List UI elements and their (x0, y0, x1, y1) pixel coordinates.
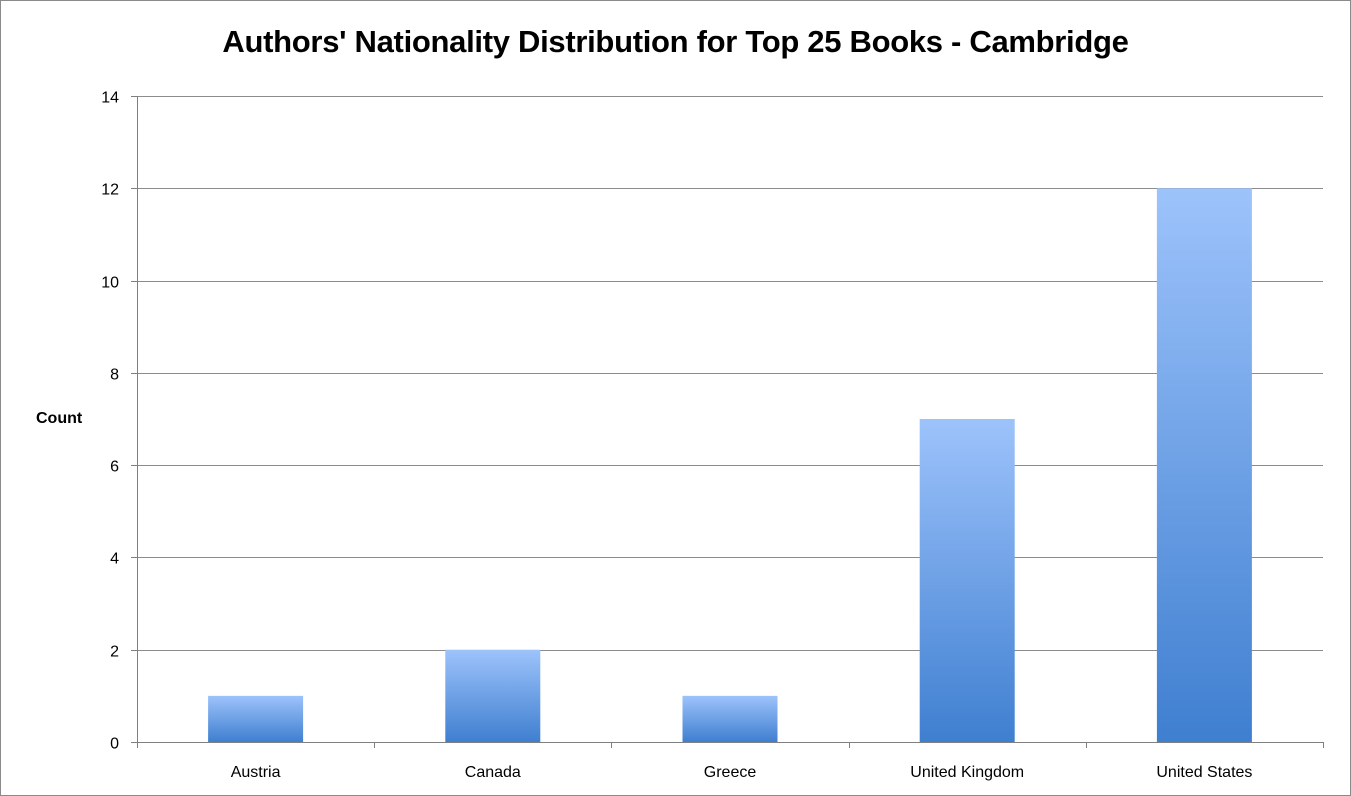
y-tick-label: 10 (101, 275, 119, 292)
y-tick-label: 8 (110, 367, 119, 384)
x-tick-label: United Kingdom (910, 764, 1024, 781)
x-tick-label: Canada (465, 764, 521, 781)
x-tick-label: United States (1156, 764, 1252, 781)
bar-united-kingdom (919, 419, 1015, 742)
bar-united-states (1156, 188, 1252, 743)
chart-title: Authors' Nationality Distribution for To… (222, 24, 1129, 59)
bar-canada (445, 649, 541, 742)
y-tick-label: 12 (101, 182, 119, 199)
y-tick-label: 2 (110, 644, 119, 661)
y-tick-label: 4 (110, 551, 119, 568)
x-tick-label: Austria (231, 764, 281, 781)
bar-austria (208, 695, 304, 742)
x-tick-label: Greece (704, 764, 757, 781)
y-tick-label: 14 (101, 90, 119, 107)
bar-greece (682, 695, 778, 742)
grid-lines (137, 96, 1323, 651)
tick-labels: 0 2 4 6 8 10 12 14 Austria Canada Greece United Kin… (101, 90, 1252, 782)
y-tick-label: 0 (110, 736, 119, 753)
y-axis-label: Count (36, 410, 83, 427)
bars (208, 188, 1252, 743)
y-tick-label: 6 (110, 459, 119, 476)
axes (131, 96, 1324, 748)
